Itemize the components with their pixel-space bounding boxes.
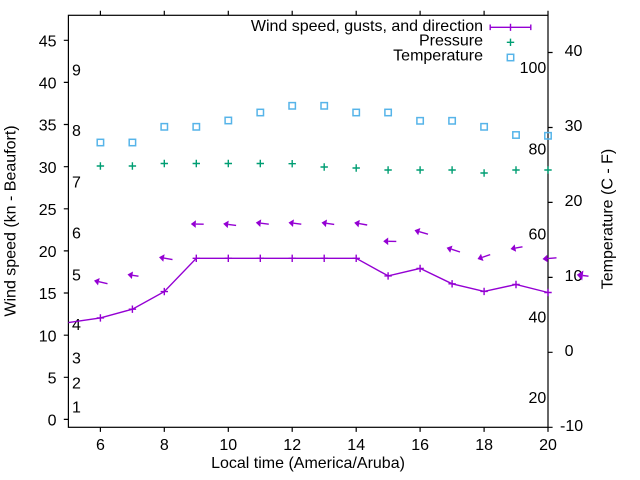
svg-text:0: 0 (48, 413, 57, 430)
svg-text:8: 8 (72, 123, 81, 140)
svg-text:6: 6 (96, 437, 105, 454)
svg-text:30: 30 (565, 118, 583, 135)
svg-text:0: 0 (565, 343, 574, 360)
svg-text:40: 40 (529, 309, 547, 326)
svg-text:10: 10 (39, 328, 57, 345)
svg-text:2: 2 (72, 375, 81, 392)
svg-text:14: 14 (347, 437, 365, 454)
svg-text:Wind speed, gusts, and directi: Wind speed, gusts, and direction (251, 18, 483, 35)
svg-text:-10: -10 (560, 418, 583, 435)
svg-text:60: 60 (529, 227, 547, 244)
svg-text:12: 12 (283, 437, 301, 454)
svg-text:7: 7 (72, 175, 81, 192)
svg-text:18: 18 (475, 437, 493, 454)
svg-text:9: 9 (72, 63, 81, 80)
svg-text:40: 40 (565, 43, 583, 60)
svg-text:1: 1 (72, 400, 81, 417)
svg-text:10: 10 (565, 268, 583, 285)
svg-text:20: 20 (565, 193, 583, 210)
svg-text:15: 15 (39, 286, 57, 303)
svg-text:100: 100 (520, 60, 547, 77)
svg-text:16: 16 (411, 437, 429, 454)
svg-text:6: 6 (72, 225, 81, 242)
svg-text:3: 3 (72, 350, 81, 367)
svg-text:Local time (America/Aruba): Local time (America/Aruba) (211, 455, 405, 472)
svg-text:8: 8 (160, 437, 169, 454)
svg-text:20: 20 (529, 390, 547, 407)
svg-text:45: 45 (39, 34, 57, 51)
svg-text:Temperature: Temperature (393, 47, 483, 64)
svg-text:20: 20 (39, 244, 57, 261)
svg-text:5: 5 (48, 371, 57, 388)
svg-text:40: 40 (39, 76, 57, 93)
svg-text:25: 25 (39, 202, 57, 219)
svg-text:10: 10 (219, 437, 237, 454)
svg-text:Temperature (C - F): Temperature (C - F) (600, 149, 617, 289)
svg-text:20: 20 (539, 437, 557, 454)
svg-text:Pressure: Pressure (419, 33, 483, 50)
svg-text:30: 30 (39, 160, 57, 177)
svg-text:80: 80 (529, 141, 547, 158)
svg-text:Wind speed (kn - Beaufort): Wind speed (kn - Beaufort) (3, 125, 20, 316)
svg-text:35: 35 (39, 118, 57, 135)
svg-text:5: 5 (72, 268, 81, 285)
svg-text:4: 4 (72, 317, 81, 334)
